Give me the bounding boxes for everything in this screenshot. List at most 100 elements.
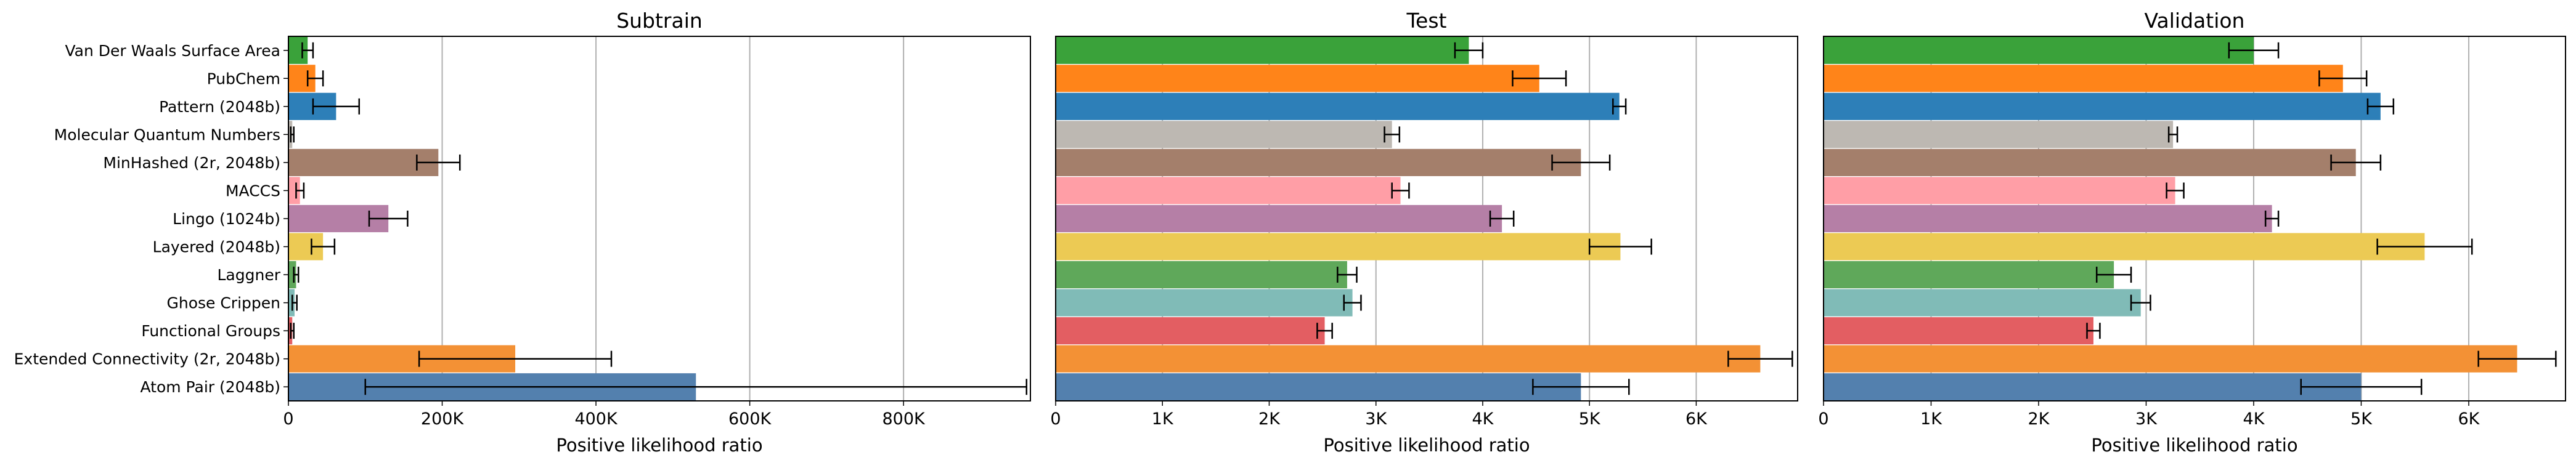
x-tick-label: 5K: [1579, 410, 1601, 429]
category-label: Extended Connectivity (2r, 2048b): [14, 350, 280, 368]
x-axis-label: Positive likelihood ratio: [2091, 435, 2297, 456]
x-tick-label: 1K: [1920, 410, 1942, 429]
bar: [1824, 92, 2381, 120]
error-bar: [2376, 238, 2473, 255]
bar: [1056, 345, 1761, 373]
error-bar: [306, 70, 324, 87]
panel-title: Validation: [2145, 9, 2245, 33]
error-bar: [290, 126, 295, 143]
bar: [1824, 204, 2272, 233]
x-tick-label: 0: [1818, 410, 1828, 429]
category-label: Functional Groups: [141, 322, 280, 340]
error-bar: [2166, 182, 2185, 199]
bar: [1056, 36, 1469, 64]
error-bar: [2366, 98, 2395, 115]
bar: [288, 148, 439, 177]
bar: [1824, 177, 2175, 204]
category-label: Layered (2048b): [153, 238, 280, 256]
x-axis-label: Positive likelihood ratio: [556, 435, 762, 456]
category-label: Pattern (2048b): [159, 98, 280, 116]
error-bar: [2477, 350, 2557, 367]
bar: [1824, 260, 2114, 289]
bar: [1824, 345, 2517, 373]
error-bar: [295, 182, 305, 199]
error-bar: [1512, 70, 1567, 87]
x-tick-label: 2K: [2028, 410, 2050, 429]
x-tick-label: 800K: [882, 410, 926, 429]
category-label: Laggner: [218, 266, 281, 284]
bar: [1056, 373, 1581, 401]
x-tick-label: 0: [1050, 410, 1061, 429]
panel-test: 0 1K 2K 3K 4K 5K 6K Positive likelihood ratio Te…: [1050, 9, 1798, 456]
error-bar: [311, 238, 336, 255]
bar: [1056, 121, 1392, 148]
bar: [288, 177, 300, 204]
error-bar: [1384, 126, 1401, 143]
error-bar: [418, 350, 613, 367]
bar: [1056, 317, 1325, 345]
category-label: Lingo (1024b): [173, 210, 280, 228]
x-tick-label: 4K: [2243, 410, 2265, 429]
error-bar: [368, 211, 409, 227]
category-labels: Van Der Waals Surface Area PubChem Pattern…: [14, 42, 288, 396]
x-axis-label: Positive likelihood ratio: [1323, 435, 1530, 456]
error-bar: [2228, 42, 2280, 58]
error-bar: [312, 98, 361, 115]
error-bar: [2264, 211, 2280, 227]
bar: [1056, 204, 1502, 233]
error-bar: [416, 154, 461, 171]
bar: [1824, 121, 2174, 148]
x-tick-label: 2K: [1258, 410, 1281, 429]
error-bar: [1588, 238, 1652, 255]
bar: [1056, 289, 1353, 317]
error-bar: [1532, 379, 1630, 395]
error-bar: [2300, 379, 2423, 395]
error-bar: [290, 323, 295, 339]
category-label: MACCS: [226, 182, 280, 200]
category-label: Atom Pair (2048b): [140, 378, 280, 396]
bar: [1824, 36, 2254, 64]
axes-frame: [288, 36, 1031, 401]
error-bar: [1612, 98, 1627, 115]
x-tick-label: 5K: [2350, 410, 2373, 429]
panel-title: Test: [1406, 9, 1447, 33]
bar: [1824, 65, 2343, 92]
category-label: Molecular Quantum Numbers: [54, 126, 280, 143]
error-bar: [1343, 294, 1362, 311]
x-tick-label: 200K: [421, 410, 465, 429]
bar: [1056, 260, 1347, 289]
category-label: MinHashed (2r, 2048b): [103, 154, 280, 172]
x-tick-label: 3K: [2135, 410, 2158, 429]
bar: [1824, 373, 2362, 401]
bar: [1056, 177, 1401, 204]
bar: [1056, 65, 1539, 92]
panel-title: Subtrain: [616, 9, 703, 33]
x-tick-label: 1K: [1152, 410, 1174, 429]
axes-frame: [1823, 36, 2566, 401]
error-bar: [1727, 350, 1793, 367]
x-tick-label: 3K: [1365, 410, 1387, 429]
error-bar: [2130, 294, 2151, 311]
bar: [1824, 317, 2093, 345]
error-bar: [301, 42, 314, 58]
error-bar: [1551, 154, 1611, 171]
x-tick-label: 4K: [1472, 410, 1494, 429]
category-label: PubChem: [207, 70, 280, 87]
panel-validation: 0 1K 2K 3K 4K 5K 6K Positive likelihood ratio Va…: [1818, 9, 2566, 456]
bar: [1056, 92, 1620, 120]
bar: [1056, 148, 1581, 177]
error-bar: [364, 379, 1028, 395]
error-bar: [1489, 211, 1515, 227]
error-bar: [2095, 267, 2132, 283]
bar: [1824, 233, 2425, 260]
error-bar: [293, 267, 300, 283]
error-bar: [2330, 154, 2382, 171]
bar: [1824, 289, 2141, 317]
bar: [1056, 233, 1621, 260]
panel-subtrain: 0 200K 400K 600K 800K Positive likelihood rat…: [283, 9, 1031, 456]
x-tick-label: 6K: [2458, 410, 2480, 429]
x-tick-label: 0: [283, 410, 293, 429]
error-bar: [2318, 70, 2368, 87]
x-tick-label: 600K: [728, 410, 772, 429]
